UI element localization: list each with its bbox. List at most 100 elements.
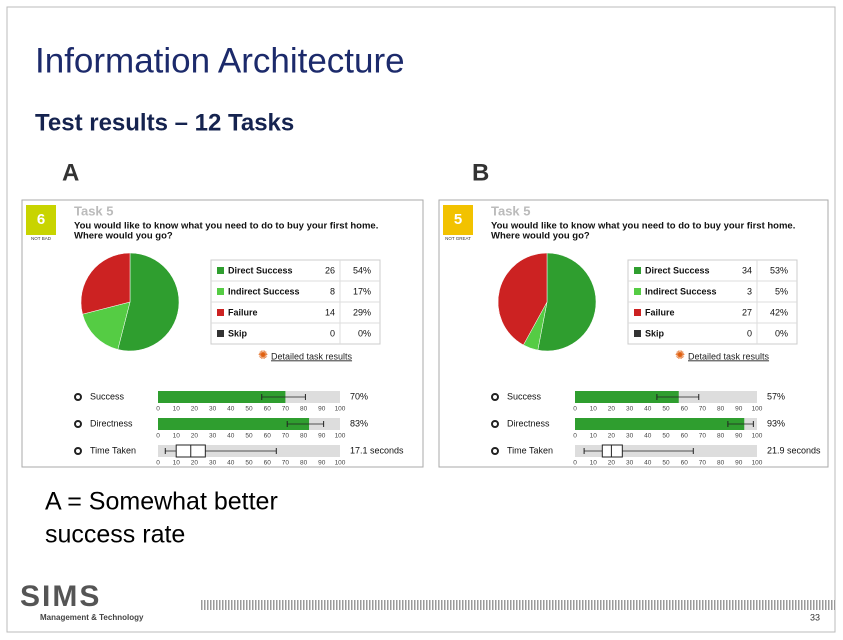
axis-tick-label: 0 (156, 433, 160, 440)
metric-value: 17.1 seconds (350, 445, 404, 455)
link-icon: ✺ (258, 348, 268, 362)
axis-tick-label: 60 (681, 406, 689, 413)
metric-name: Time Taken (90, 445, 136, 455)
axis-tick-label: 10 (173, 433, 181, 440)
axis-tick-label: 10 (173, 460, 181, 467)
metric-value: 57% (767, 391, 785, 401)
metric-bar (575, 391, 679, 403)
axis-tick-label: 30 (626, 460, 634, 467)
task-question: You would like to know what you need to … (491, 221, 795, 232)
legend-count: 0 (330, 328, 335, 338)
axis-tick-label: 40 (644, 406, 652, 413)
metric-value: 83% (350, 418, 368, 428)
score-box (443, 205, 473, 235)
axis-tick-label: 90 (735, 433, 743, 440)
metric-value: 21.9 seconds (767, 445, 821, 455)
slide-subtitle: Test results – 12 Tasks (35, 109, 294, 136)
legend-swatch (634, 267, 641, 274)
legend-name: Failure (228, 307, 258, 317)
axis-tick-label: 60 (264, 433, 272, 440)
task-question: Where would you go? (74, 231, 173, 242)
logo-subtitle: Management & Technology (40, 613, 144, 622)
axis-tick-label: 40 (644, 433, 652, 440)
axis-tick-label: 30 (209, 460, 217, 467)
axis-tick-label: 50 (662, 460, 670, 467)
legend-percent: 53% (770, 265, 788, 275)
axis-tick-label: 0 (573, 433, 577, 440)
slide-frame (6, 6, 836, 633)
axis-tick-label: 20 (608, 460, 616, 467)
axis-tick-label: 100 (335, 460, 346, 467)
axis-tick-label: 20 (191, 460, 199, 467)
detail-link: Detailed task results (688, 351, 770, 361)
pie-slice (537, 252, 597, 352)
axis-tick-label: 50 (245, 406, 253, 413)
axis-tick-label: 50 (245, 460, 253, 467)
legend-swatch (217, 288, 224, 295)
footer-stripes (200, 600, 835, 610)
axis-tick-label: 60 (681, 433, 689, 440)
legend-percent: 42% (770, 307, 788, 317)
legend-swatch (217, 309, 224, 316)
metric-name: Directness (90, 418, 133, 428)
legend-count: 26 (325, 265, 335, 275)
legend-count: 3 (747, 286, 752, 296)
metric-name: Time Taken (507, 445, 553, 455)
axis-tick-label: 40 (227, 406, 235, 413)
legend-name: Skip (645, 328, 665, 338)
task-question: You would like to know what you need to … (74, 221, 378, 232)
axis-tick-label: 70 (282, 460, 290, 467)
conclusion-line: A = Somewhat better (45, 488, 278, 516)
axis-tick-label: 90 (735, 460, 743, 467)
metric-bar (575, 418, 745, 430)
axis-tick-label: 20 (191, 406, 199, 413)
metric-name: Success (90, 391, 125, 401)
axis-tick-label: 50 (245, 433, 253, 440)
slide-title: Information Architecture (35, 41, 405, 80)
legend-count: 0 (747, 328, 752, 338)
score: 5 (454, 211, 462, 228)
panel-label: B (472, 159, 489, 186)
link-icon: ✺ (675, 348, 685, 362)
pie-slice (497, 252, 548, 346)
legend-swatch (217, 267, 224, 274)
legend-count: 27 (742, 307, 752, 317)
panel-label: A (62, 159, 79, 186)
legend-name: Skip (228, 328, 248, 338)
task-title: Task 5 (491, 203, 531, 218)
axis-tick-label: 40 (644, 460, 652, 467)
axis-tick-label: 80 (717, 433, 725, 440)
metric-bar (158, 418, 310, 430)
axis-tick-label: 100 (752, 460, 763, 467)
task-title: Task 5 (74, 203, 114, 218)
legend-percent: 54% (353, 265, 371, 275)
axis-tick-label: 90 (735, 406, 743, 413)
axis-tick-label: 70 (282, 406, 290, 413)
axis-tick-label: 80 (300, 433, 308, 440)
axis-tick-label: 0 (573, 406, 577, 413)
metric-name: Success (507, 391, 542, 401)
axis-tick-label: 60 (681, 460, 689, 467)
score: 6 (37, 211, 45, 228)
axis-tick-label: 80 (717, 406, 725, 413)
axis-tick-label: 40 (227, 433, 235, 440)
metric-bullet (74, 393, 82, 401)
task-question: Where would you go? (491, 231, 590, 242)
legend-swatch (634, 309, 641, 316)
legend-count: 8 (330, 286, 335, 296)
axis-tick-label: 30 (626, 406, 634, 413)
axis-tick-label: 10 (173, 406, 181, 413)
axis-tick-label: 70 (282, 433, 290, 440)
axis-tick-label: 60 (264, 406, 272, 413)
logo: SIMS (20, 580, 101, 613)
score-label: NOT GREAT (445, 236, 471, 241)
legend-swatch (634, 288, 641, 295)
axis-tick-label: 90 (318, 406, 326, 413)
axis-tick-label: 10 (590, 460, 598, 467)
axis-tick-label: 80 (717, 460, 725, 467)
axis-tick-label: 100 (752, 406, 763, 413)
box-iqr (601, 444, 623, 458)
axis-tick-label: 30 (209, 406, 217, 413)
legend-name: Failure (645, 307, 675, 317)
